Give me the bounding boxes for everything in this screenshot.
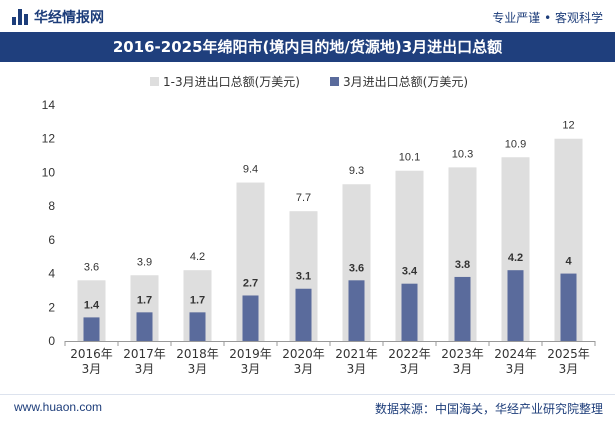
y-tick-label: 6 [48, 233, 55, 247]
data-label-march: 1.4 [84, 299, 100, 311]
data-label-march: 2.7 [243, 277, 258, 289]
bar-chart: 0 2 4 6 8 10 12 14 1-3月进出口总额(万美元) 3月进出口总额(万美元) 3.6… [42, 75, 596, 376]
data-label-total: 7.7 [296, 192, 311, 204]
data-label-march: 1.7 [190, 294, 205, 306]
data-label-total: 9.4 [243, 164, 258, 176]
y-tick-label: 0 [48, 334, 55, 348]
x-tick-label: 2021年 [335, 347, 378, 361]
data-label-march: 3.1 [296, 271, 311, 283]
x-tick-label: 3月 [241, 362, 261, 376]
legend-swatch [150, 77, 159, 86]
bar-march [189, 312, 206, 341]
top-bar: 华经情报网 专业严谨 • 客观科学 [0, 0, 615, 32]
x-tick-label: 3月 [135, 362, 155, 376]
x-tick-label: 2023年 [441, 347, 484, 361]
legend-label: 3月进出口总额(万美元) [343, 75, 468, 89]
data-label-march: 3.6 [349, 262, 364, 274]
data-label-total: 10.3 [452, 148, 473, 160]
bar-march [507, 270, 524, 341]
data-label-total: 9.3 [349, 165, 364, 177]
x-tick-label: 2020年 [282, 347, 325, 361]
y-tick-label: 4 [48, 267, 55, 281]
bar-march [295, 288, 312, 341]
data-label-march: 3.4 [402, 266, 418, 278]
chart-title: 2016-2025年绵阳市(境内目的地/货源地)3月进出口总额 [0, 32, 615, 62]
data-label-total: 12 [562, 120, 574, 132]
x-tick-label: 3月 [506, 362, 526, 376]
y-tick-label: 2 [48, 300, 55, 314]
x-tick-label: 2022年 [388, 347, 431, 361]
bar-march [348, 280, 365, 341]
x-tick-label: 2025年 [547, 347, 590, 361]
bar-march [136, 312, 153, 341]
footer-divider [0, 394, 615, 395]
x-tick-label: 3月 [294, 362, 314, 376]
x-tick-label: 3月 [82, 362, 102, 376]
bar-march [242, 295, 259, 341]
bar-march [401, 283, 418, 341]
data-label-total: 10.9 [505, 138, 526, 150]
x-tick-label: 2016年 [70, 347, 113, 361]
data-source: 数据来源：中国海关，华经产业研究院整理 [374, 402, 603, 416]
data-label-march: 3.8 [455, 259, 470, 271]
x-tick-label: 3月 [400, 362, 420, 376]
x-tick-label: 2024年 [494, 347, 537, 361]
bar-march [560, 273, 577, 341]
data-label-total: 10.1 [399, 152, 420, 164]
data-label-total: 3.6 [84, 261, 99, 273]
x-tick-label: 2019年 [229, 347, 272, 361]
website-link[interactable]: www.huaon.com [14, 400, 103, 414]
data-label-march: 1.7 [137, 294, 152, 306]
legend-label: 1-3月进出口总额(万美元) [163, 75, 300, 89]
bar-march [83, 317, 100, 341]
brand-name: 华经情报网 [34, 10, 104, 26]
x-tick-label: 3月 [188, 362, 208, 376]
data-label-total: 3.9 [137, 256, 152, 268]
bar-logo-icon [12, 9, 28, 25]
y-tick-label: 8 [48, 199, 55, 213]
x-tick-label: 3月 [453, 362, 473, 376]
x-tick-label: 2017年 [123, 347, 166, 361]
x-tick-label: 3月 [559, 362, 579, 376]
bar-march [454, 276, 471, 341]
y-tick-label: 14 [42, 98, 56, 112]
data-label-march: 4 [565, 256, 572, 268]
y-tick-label: 12 [42, 132, 56, 146]
x-tick-label: 3月 [347, 362, 367, 376]
legend-swatch [330, 77, 339, 86]
brand: 华经情报网 [12, 7, 104, 27]
y-tick-label: 10 [42, 165, 56, 179]
data-label-march: 4.2 [508, 252, 523, 264]
slogan: 专业严谨 • 客观科学 [492, 11, 603, 25]
data-label-total: 4.2 [190, 251, 205, 263]
x-tick-label: 2018年 [176, 347, 219, 361]
